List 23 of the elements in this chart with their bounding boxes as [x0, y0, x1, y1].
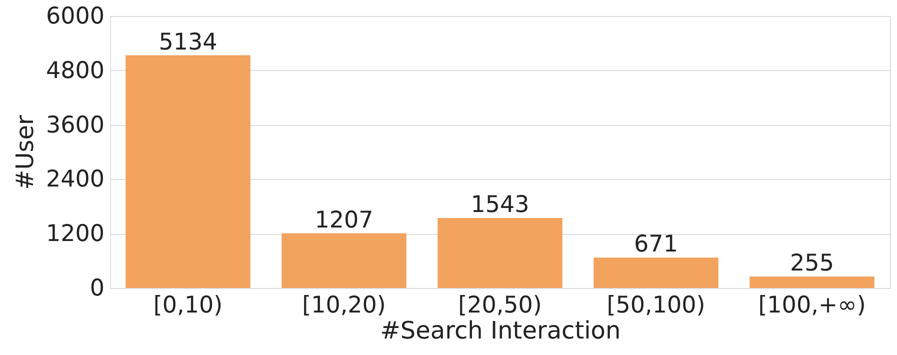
data-label: 1207 — [314, 207, 374, 234]
y-tick-label: 4800 — [46, 58, 104, 84]
x-tick-label: [20,50) — [458, 292, 542, 318]
bar — [594, 258, 718, 288]
data-label: 671 — [634, 232, 678, 258]
x-tick-label: [50,100) — [606, 292, 706, 318]
bar — [126, 55, 250, 288]
y-tick-label: 6000 — [46, 4, 104, 30]
y-tick-label: 0 — [90, 276, 104, 302]
bar — [438, 218, 562, 288]
data-label: 5134 — [158, 29, 218, 56]
x-tick-label: [100,+∞) — [758, 292, 866, 318]
y-tick-label: 1200 — [46, 221, 104, 248]
y-axis-title: #User — [10, 114, 39, 190]
x-axis-title: #Search Interaction — [380, 316, 621, 344]
x-tick-label: [0,10) — [153, 292, 223, 318]
data-label: 255 — [790, 250, 834, 276]
y-tick-label: 3600 — [46, 112, 104, 138]
bar — [750, 276, 874, 288]
x-tick-label: [10,20) — [302, 292, 386, 318]
data-label: 1543 — [470, 192, 530, 218]
y-tick-label: 2400 — [46, 166, 104, 193]
bar — [282, 233, 406, 288]
